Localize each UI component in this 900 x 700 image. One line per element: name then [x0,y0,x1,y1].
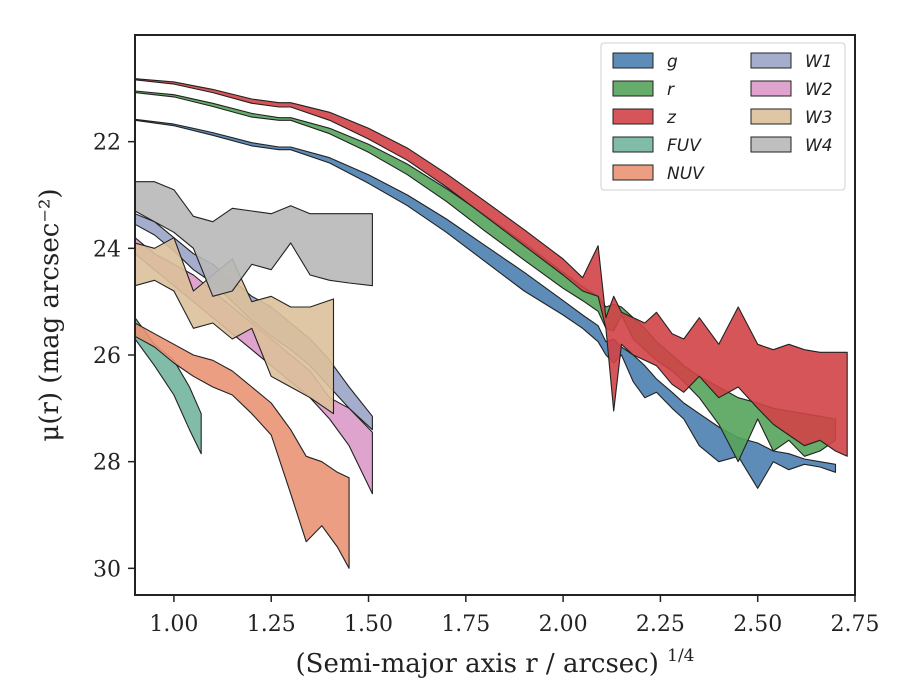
legend-frame [600,42,846,191]
y-tick-label: 22 [93,131,121,156]
plot-area [135,78,848,569]
x-tick-label: 2.25 [636,612,685,637]
legend-swatch-z [612,108,654,125]
x-tick-label: 1.25 [247,612,296,637]
legend-swatch-g [612,52,654,69]
legend-swatch-w2 [750,80,792,97]
x-tick-label: 2.50 [733,612,782,637]
legend-label-w4: W4 [805,136,833,156]
legend-label-nuv: NUV [667,164,705,184]
legend-label-r: r [667,80,675,100]
legend-label-z: z [666,108,677,128]
y-tick-label: 26 [93,344,121,369]
legend-label-fuv: FUV [667,136,702,156]
y-axis-title: μ(r) (mag arcsec⁻²) [35,188,65,441]
legend-swatch-w3 [750,108,792,125]
legend-swatch-fuv [612,136,654,153]
x-tick-label: 2.75 [831,612,880,637]
legend-label-g: g [667,52,678,72]
x-axis-title: (Semi-major axis r / arcsec) 1/4 [295,646,694,679]
legend: grz FUV NUV W1 W2 W3 W4 [600,42,846,191]
x-axis-title-exponent: 1/4 [667,646,694,666]
legend-label-w2: W2 [805,80,833,100]
y-tick-label: 24 [93,237,121,262]
band-nuv [135,322,350,569]
band-g [135,118,837,489]
band-z [135,78,848,457]
legend-swatch-r [612,80,654,97]
y-tick-label: 28 [93,451,121,476]
band-w4 [135,181,373,297]
legend-swatch-w1 [750,52,792,69]
x-tick-label: 1.00 [149,612,198,637]
y-tick-label: 30 [93,557,121,582]
legend-swatch-nuv [612,164,654,181]
plot-frame [134,34,856,596]
x-tick-label: 2.00 [539,612,588,637]
legend-swatch-w4 [750,136,792,153]
y-axis: 22 24 26 28 30 [93,131,135,582]
x-tick-label: 1.75 [441,612,490,637]
x-axis: 1.00 1.25 1.50 1.75 2.00 2.25 2.50 2.75 [149,595,879,637]
x-tick-label: 1.50 [344,612,393,637]
x-axis-title-text: (Semi-major axis r / arcsec) [295,649,658,679]
legend-label-w1: W1 [805,52,833,72]
legend-label-w3: W3 [805,108,833,128]
